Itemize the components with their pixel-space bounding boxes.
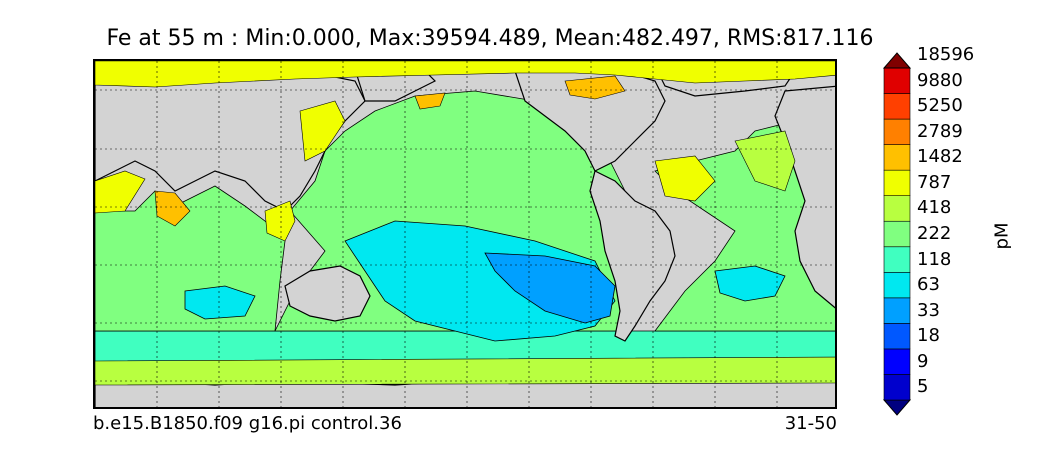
colorbar-tick-label: 18 (917, 325, 940, 347)
colorbar-segment (883, 374, 911, 401)
colorbar-segment (883, 93, 911, 120)
map-panel (93, 59, 837, 409)
colorbar-tick-label: 787 (917, 171, 952, 193)
coastal-high-iron (95, 61, 835, 386)
case-name-label: b.e15.B1850.f09 g16.pi control.36 (93, 413, 402, 434)
colorbar-tick-label: 63 (917, 274, 940, 296)
colorbar-extend-max (882, 52, 912, 69)
colorbar-tick-label: 9880 (917, 69, 963, 91)
colorbar-segment (883, 169, 911, 196)
colorbar-segment (883, 118, 911, 145)
colorbar-segment (883, 323, 911, 350)
colorbar-tick-label: 1482 (917, 146, 963, 168)
colorbar-tick-label: 222 (917, 223, 952, 244)
continents (95, 63, 835, 407)
colorbar-tick-label: 5 (917, 376, 929, 398)
colorbar-tick-label: 5250 (917, 95, 963, 117)
colorbar-extend-min (882, 399, 912, 416)
colorbar (882, 52, 912, 416)
colorbar-segment (883, 67, 911, 94)
colorbar-unit-label: pM (991, 222, 1013, 250)
colorbar-segment (883, 144, 911, 171)
colorbar-segment (883, 195, 911, 222)
colorbar-tick-label: 9 (917, 350, 929, 372)
colorbar-tick-label: 18596 (917, 44, 975, 66)
years-label: 31-50 (784, 413, 837, 434)
map-gridlines (95, 61, 835, 407)
ocean-field-map (95, 61, 835, 407)
colorbar-tick-label: 33 (917, 299, 940, 321)
colorbar-segment (883, 246, 911, 273)
colorbar-segment (883, 220, 911, 248)
colorbar-tick-label: 418 (917, 197, 952, 219)
colorbar-tick-label: 118 (917, 248, 952, 270)
colorbar-segment (883, 297, 911, 324)
plot-title: Fe at 55 m : Min:0.000, Max:39594.489, M… (106, 26, 874, 51)
colorbar-segment (883, 272, 911, 299)
colorbar-tick-label: 2789 (917, 120, 963, 142)
colorbar-segment (883, 348, 911, 375)
low-iron-gyres (184, 220, 786, 342)
